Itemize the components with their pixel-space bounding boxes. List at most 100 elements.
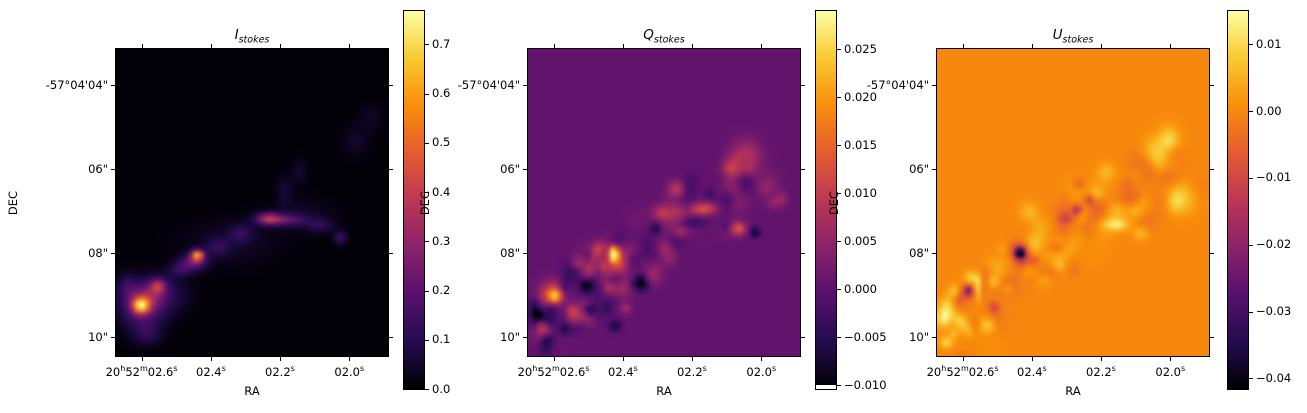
y-tick-left <box>932 253 936 255</box>
y-tick-right <box>801 337 805 339</box>
i-stokes-xlabel: RA <box>244 384 260 398</box>
x-tick-bottom <box>761 357 763 361</box>
x-tick-label: 02.4s <box>196 364 226 379</box>
colorbar-tick-label: 0.00 <box>1256 103 1282 118</box>
x-tick-bottom <box>141 357 143 361</box>
x-tick-label: 02.4s <box>608 364 638 379</box>
colorbar-tick <box>425 339 429 341</box>
x-tick-top <box>622 44 624 48</box>
y-tick-left <box>932 85 936 87</box>
y-tick-left <box>932 169 936 171</box>
colorbar-tick <box>837 385 841 387</box>
y-tick-right <box>389 337 393 339</box>
x-tick-label: 02.2s <box>677 364 707 379</box>
colorbar-tick-label: 0.005 <box>844 233 877 248</box>
x-tick-top <box>279 44 281 48</box>
y-tick-left <box>523 337 527 339</box>
i-stokes-heatmap <box>116 49 388 356</box>
x-tick-top <box>691 44 693 48</box>
colorbar-tick <box>1249 378 1253 380</box>
i-stokes-colorbar-gradient <box>404 11 424 389</box>
colorbar-tick <box>1249 111 1253 113</box>
u-stokes-heatmap <box>937 49 1209 356</box>
x-tick-top <box>761 44 763 48</box>
colorbar-tick <box>425 389 429 390</box>
x-tick-top <box>210 44 212 48</box>
colorbar-tick <box>425 192 429 194</box>
colorbar-tick-label: −0.010 <box>844 377 887 392</box>
x-tick-bottom <box>691 357 693 361</box>
y-tick-label: -57°04'04" <box>457 77 520 92</box>
y-tick-right <box>1210 85 1214 87</box>
colorbar-tick-label: −0.02 <box>1256 237 1292 252</box>
x-tick-label: 20h52m02.6s <box>517 364 590 379</box>
x-tick-bottom <box>622 357 624 361</box>
colorbar-tick <box>837 145 841 147</box>
colorbar-tick-label: 0.0 <box>432 381 451 396</box>
y-tick-left <box>523 169 527 171</box>
y-tick-right <box>389 169 393 171</box>
x-tick-label: 20h52m02.6s <box>926 364 999 379</box>
y-tick-right <box>801 253 805 255</box>
q-stokes-title: Qstokes <box>643 27 685 46</box>
colorbar-tick-label: 0.7 <box>432 36 451 51</box>
colorbar-tick-label: 0.1 <box>432 332 451 347</box>
colorbar-tick-label: 0.01 <box>1256 36 1282 51</box>
y-tick-left <box>111 337 115 339</box>
q-stokes-colorbar-gradient <box>816 11 836 389</box>
y-tick-left <box>523 85 527 87</box>
y-tick-right <box>801 169 805 171</box>
u-stokes-xlabel: RA <box>1065 384 1081 398</box>
colorbar-tick <box>1249 177 1253 179</box>
x-tick-bottom <box>1100 357 1102 361</box>
y-tick-label: 10" <box>88 329 108 344</box>
x-tick-bottom <box>210 357 212 361</box>
x-tick-top <box>349 44 351 48</box>
x-tick-bottom <box>962 357 964 361</box>
colorbar-tick-label: 0.3 <box>432 233 451 248</box>
x-tick-label: 02.0s <box>334 364 365 379</box>
colorbar-tick-label: 0.000 <box>844 281 877 296</box>
y-tick-label: 08" <box>88 245 108 260</box>
y-tick-label: -57°04'04" <box>866 77 929 92</box>
y-tick-left <box>111 253 115 255</box>
colorbar-tick-label: −0.005 <box>844 329 887 344</box>
colorbar-tick-label: 0.4 <box>432 184 451 199</box>
colorbar-tick <box>837 241 841 243</box>
colorbar-tick-label: −0.04 <box>1256 370 1292 385</box>
x-tick-bottom <box>279 357 281 361</box>
x-tick-label: 02.0s <box>746 364 777 379</box>
colorbar-tick <box>425 290 429 292</box>
x-tick-label: 02.2s <box>265 364 295 379</box>
y-tick-left <box>523 253 527 255</box>
colorbar-tick <box>837 337 841 339</box>
q-stokes-heatmap <box>528 49 800 356</box>
q-stokes-colorbar-under-strip <box>816 384 836 389</box>
x-tick-top <box>141 44 143 48</box>
y-tick-label: 06" <box>500 161 520 176</box>
colorbar-tick <box>837 289 841 291</box>
colorbar-tick-label: 0.2 <box>432 283 451 298</box>
colorbar-tick <box>425 142 429 144</box>
colorbar-tick <box>425 93 429 95</box>
x-tick-label: 02.2s <box>1086 364 1116 379</box>
u-stokes-title: Ustokes <box>1052 27 1094 46</box>
y-tick-label: 10" <box>909 329 929 344</box>
colorbar-tick <box>1249 311 1253 313</box>
colorbar-tick-label: 0.015 <box>844 137 877 152</box>
x-tick-top <box>1031 44 1033 48</box>
y-tick-right <box>389 85 393 87</box>
u-stokes-ylabel: DEC <box>827 190 841 215</box>
y-tick-right <box>1210 169 1214 171</box>
y-tick-label: 06" <box>88 161 108 176</box>
i-stokes-axes <box>115 48 389 357</box>
x-tick-bottom <box>1031 357 1033 361</box>
colorbar-tick <box>837 49 841 51</box>
y-tick-label: 06" <box>909 161 929 176</box>
x-tick-label: 02.0s <box>1155 364 1186 379</box>
y-tick-left <box>932 337 936 339</box>
u-stokes-colorbar-gradient <box>1228 11 1248 389</box>
colorbar-tick <box>837 97 841 99</box>
colorbar-tick <box>425 44 429 46</box>
colorbar-tick <box>837 193 841 195</box>
